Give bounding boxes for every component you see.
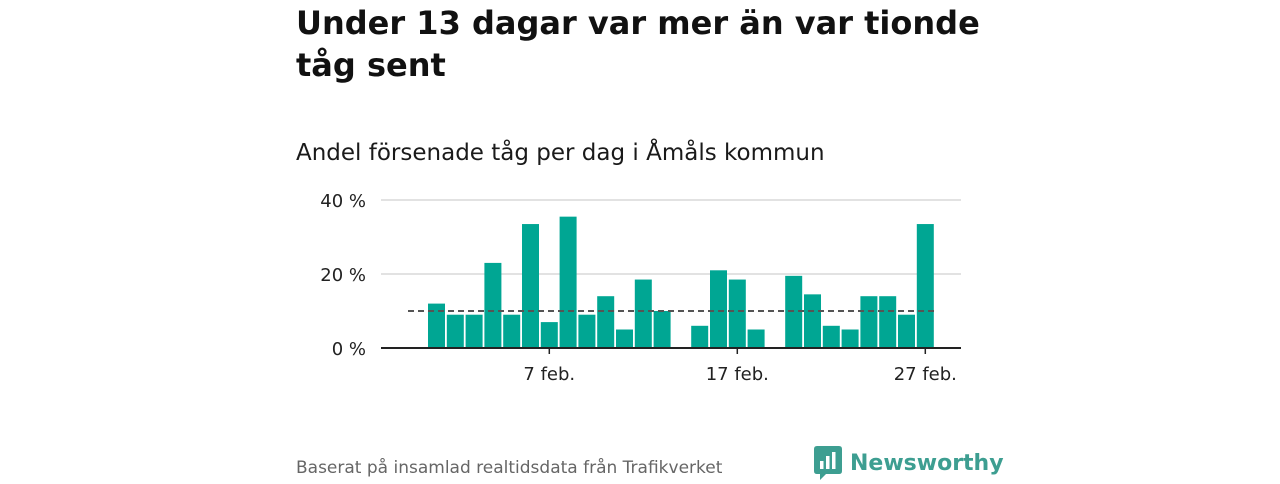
chart-subtitle: Andel försenade tåg per dag i Åmåls komm…	[296, 140, 825, 166]
newsworthy-brand[interactable]: Newsworthy	[814, 446, 1004, 480]
source-note: Baserat på insamlad realtidsdata från Tr…	[296, 458, 723, 478]
bar	[653, 311, 671, 348]
x-tick-label: 7 feb.	[523, 364, 575, 385]
bar	[559, 216, 577, 348]
bar	[597, 296, 615, 348]
bar	[446, 314, 464, 348]
y-tick-label: 40 %	[320, 191, 366, 212]
bar	[540, 322, 558, 348]
bar	[879, 296, 897, 348]
bar	[634, 279, 652, 348]
bar	[841, 329, 859, 348]
chart-title: Under 13 dagar var mer än var tionde tåg…	[296, 4, 980, 84]
y-tick-label: 0 %	[332, 339, 366, 360]
brand-name: Newsworthy	[850, 450, 1004, 476]
bar	[484, 262, 502, 348]
x-tick-label: 17 feb.	[706, 364, 769, 385]
bar	[522, 224, 539, 348]
bar	[428, 303, 445, 348]
newsworthy-logo-icon	[814, 446, 842, 480]
bar	[804, 294, 821, 348]
bar	[860, 296, 878, 348]
x-tick-label: 27 feb.	[894, 364, 957, 385]
bar	[898, 314, 915, 348]
bar	[916, 224, 934, 348]
bar	[728, 279, 746, 348]
bar	[710, 270, 727, 348]
bar	[503, 314, 521, 348]
bar	[616, 329, 633, 348]
bar	[465, 314, 483, 348]
bar	[747, 329, 765, 348]
bar	[578, 314, 596, 348]
bar-chart: 0 % 20 % 40 % 7 feb. 17 feb. 27 feb.	[320, 191, 961, 385]
y-tick-label: 20 %	[320, 265, 366, 286]
bar	[822, 325, 840, 348]
bar	[691, 325, 709, 348]
